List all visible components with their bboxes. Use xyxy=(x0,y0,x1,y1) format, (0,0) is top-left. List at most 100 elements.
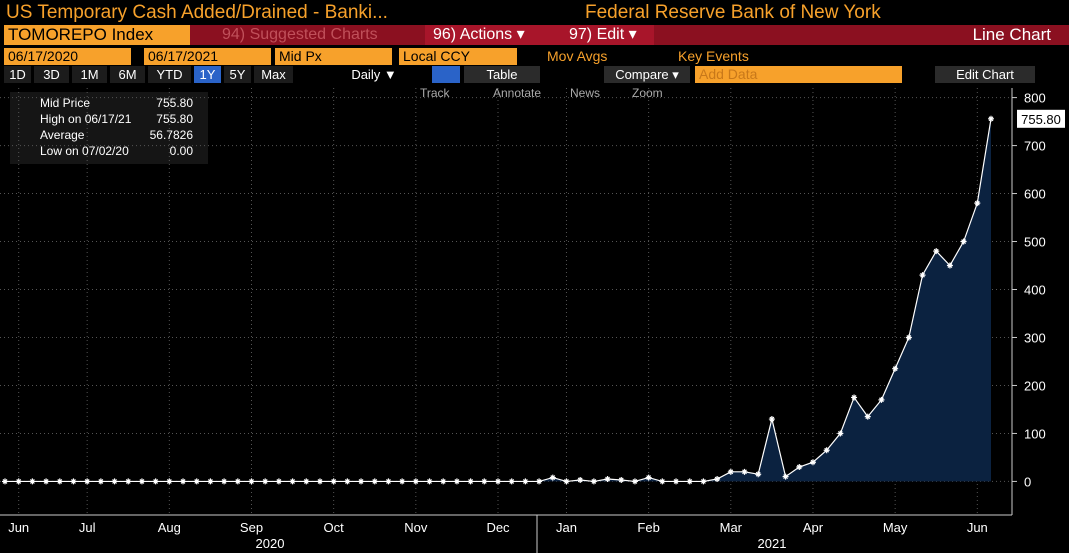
point xyxy=(645,474,652,481)
currency[interactable]: Local CCY xyxy=(399,48,517,65)
point xyxy=(166,478,173,485)
year-label: 2020 xyxy=(256,536,285,551)
point xyxy=(303,478,310,485)
y-tick-label: 500 xyxy=(1024,235,1046,250)
point xyxy=(590,478,597,485)
x-tick-label: Nov xyxy=(404,520,428,535)
point xyxy=(851,394,858,401)
point xyxy=(536,478,543,485)
point xyxy=(111,478,118,485)
start-date[interactable]: 06/17/2020 xyxy=(4,48,131,65)
point xyxy=(412,478,419,485)
tool-button[interactable]: News xyxy=(570,86,601,100)
point xyxy=(193,478,200,485)
y-tick-label: 300 xyxy=(1024,330,1046,345)
x-tick-label: Jul xyxy=(79,520,96,535)
point xyxy=(878,396,885,403)
point xyxy=(522,478,529,485)
point xyxy=(234,478,241,485)
point xyxy=(2,478,8,485)
frequency[interactable]: Daily ▼ xyxy=(348,66,400,83)
legend-value: 0.00 xyxy=(169,144,193,158)
point xyxy=(385,478,392,485)
point xyxy=(481,478,488,485)
title: US Temporary Cash Added/Drained - Banki.… xyxy=(6,2,388,23)
point xyxy=(577,476,584,483)
end-date[interactable]: 06/17/2021 xyxy=(144,48,271,65)
point xyxy=(563,478,570,485)
x-tick-label: May xyxy=(883,520,908,535)
point xyxy=(316,478,323,485)
point xyxy=(946,262,953,269)
point xyxy=(262,478,269,485)
y-tick-label: 700 xyxy=(1024,139,1046,154)
tool-button[interactable]: Track xyxy=(420,86,450,100)
line-icon[interactable] xyxy=(432,66,460,83)
period-button[interactable]: 5Y xyxy=(224,66,251,83)
point xyxy=(426,478,433,485)
key-events[interactable]: Key Events xyxy=(678,48,749,64)
period-button[interactable]: YTD xyxy=(148,66,191,83)
period-button[interactable]: 1Y xyxy=(194,66,221,83)
y-tick-label: 800 xyxy=(1024,91,1046,106)
point xyxy=(467,478,474,485)
point xyxy=(919,272,926,279)
legend-value: 56.7826 xyxy=(149,128,193,142)
point xyxy=(809,459,816,466)
y-tick-label: 100 xyxy=(1024,426,1046,441)
ticker[interactable]: TOMOREPO Index xyxy=(4,25,190,45)
point xyxy=(714,476,721,483)
legend-label: Average xyxy=(40,128,85,142)
actions[interactable]: 96) Actions ▾ xyxy=(425,25,563,45)
edit[interactable]: 97) Edit ▾ xyxy=(563,25,654,45)
point xyxy=(508,478,515,485)
point xyxy=(823,447,830,454)
point xyxy=(70,478,77,485)
point xyxy=(837,430,844,437)
x-tick-label: Mar xyxy=(720,520,743,535)
x-tick-label: Aug xyxy=(158,520,181,535)
y-tick-label: 0 xyxy=(1024,474,1031,489)
point xyxy=(782,473,789,480)
add-data[interactable]: Add Data xyxy=(695,66,902,83)
tool-button[interactable]: Annotate xyxy=(493,86,542,100)
period-button[interactable]: 1D xyxy=(4,66,31,83)
period-button[interactable]: 6M xyxy=(110,66,145,83)
compare[interactable]: Compare ▾ xyxy=(604,66,690,83)
mov-avgs[interactable]: Mov Avgs xyxy=(547,48,608,64)
point xyxy=(974,200,981,207)
point xyxy=(892,365,899,372)
point xyxy=(495,478,501,485)
point xyxy=(344,478,351,485)
point xyxy=(330,478,337,485)
point xyxy=(371,478,378,485)
point xyxy=(673,478,680,485)
point xyxy=(15,478,22,485)
x-tick-label: Feb xyxy=(637,520,659,535)
point xyxy=(97,478,104,485)
year-label: 2021 xyxy=(758,536,787,551)
period-button[interactable]: 1M xyxy=(72,66,107,83)
x-tick-label: Jun xyxy=(8,520,29,535)
y-tick-label: 200 xyxy=(1024,378,1046,393)
legend-value: 755.80 xyxy=(156,96,193,110)
suggested-charts[interactable]: 94) Suggested Charts xyxy=(222,26,378,43)
point xyxy=(221,478,228,485)
point xyxy=(933,248,940,255)
tool-button[interactable]: Zoom xyxy=(632,86,663,100)
x-tick-label: Jun xyxy=(967,520,988,535)
point xyxy=(84,478,91,485)
field[interactable]: Mid Px xyxy=(275,48,392,65)
y-tick-label: 400 xyxy=(1024,283,1046,298)
area xyxy=(5,118,991,482)
point xyxy=(180,478,187,485)
point xyxy=(549,474,556,481)
period-button[interactable]: 3D xyxy=(34,66,69,83)
table[interactable]: Table xyxy=(464,66,540,83)
x-tick-label: Jan xyxy=(556,520,577,535)
period-button[interactable]: Max xyxy=(254,66,293,83)
edit-chart[interactable]: Edit Chart xyxy=(935,66,1035,83)
point xyxy=(727,468,734,475)
